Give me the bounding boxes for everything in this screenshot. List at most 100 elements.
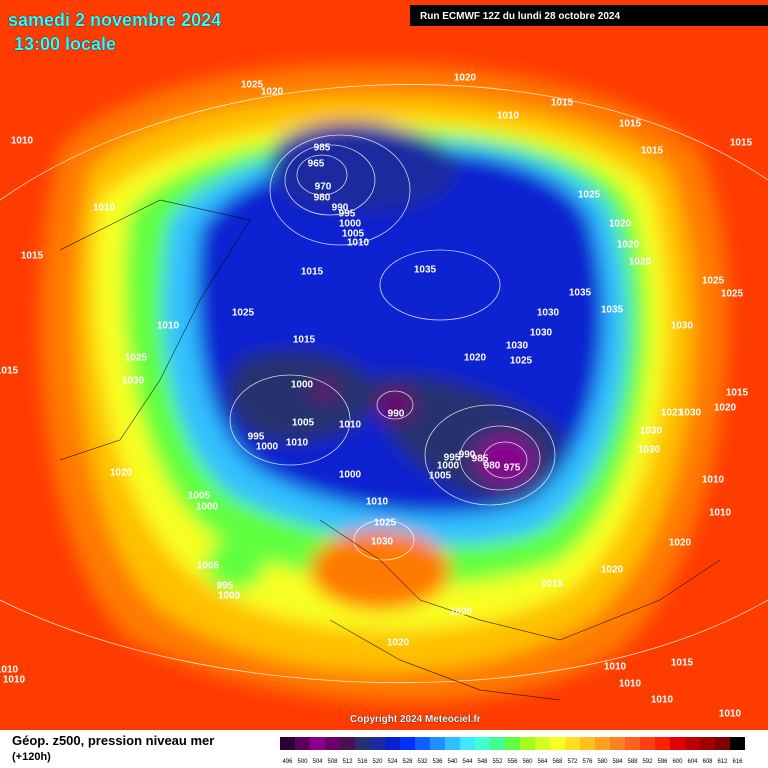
isobar-label: 1035 (569, 288, 592, 299)
isobar-label: 1025 (702, 276, 725, 287)
isobar-label: 995 (339, 209, 356, 220)
colorbar-swatch (625, 737, 640, 750)
isobar-label: 1030 (530, 328, 553, 339)
colorbar-label: 540 (447, 759, 458, 765)
isobar-label: 1025 (232, 308, 255, 319)
colorbar-swatch (640, 737, 655, 750)
isobar-label: 1010 (366, 497, 389, 508)
colorbar-swatch (430, 737, 445, 750)
isobar-label: 1000 (339, 470, 362, 481)
isobar-label: 1010 (286, 438, 309, 449)
colorbar-label: 612 (717, 759, 728, 765)
isobar-label: 1015 (619, 119, 642, 130)
isobar-label: 1030 (371, 537, 394, 548)
isobar-label: 1020 (669, 538, 692, 549)
colorbar-swatch (550, 737, 565, 750)
isobar-label: 1030 (122, 376, 145, 387)
isobar-label: 1020 (617, 240, 640, 251)
isobar-label: 1000 (196, 502, 219, 513)
colorbar-label: 600 (672, 759, 683, 765)
colorbar: 496 500 504 508 512 516 520 524 528 532 536 540 544 5… (280, 737, 745, 765)
isobar-label: 1030 (640, 426, 663, 437)
isobar-label: 1010 (619, 679, 642, 690)
isobar-label: 990 (459, 450, 476, 461)
isobar-label: 1020 (629, 257, 652, 268)
colorbar-label: 592 (642, 759, 653, 765)
isobar-label: 1005 (197, 561, 220, 572)
z500-field (40, 63, 729, 703)
colorbar-swatch (520, 737, 535, 750)
colorbar-swatch (475, 737, 490, 750)
isobar-label: 1020 (609, 219, 632, 230)
isobar-label: 1020 (110, 468, 133, 479)
colorbar-label: 560 (522, 759, 533, 765)
isobar-label: 1000 (218, 591, 241, 602)
run-info: Run ECMWF 12Z du lundi 28 octobre 2024 (420, 11, 620, 22)
colorbar-label: 524 (387, 759, 398, 765)
isobar-label: 1020 (261, 87, 284, 98)
run-box (410, 5, 768, 26)
colorbar-swatch (490, 737, 505, 750)
field-name: Géop. z500, pression niveau mer (12, 733, 214, 748)
colorbar-swatch (535, 737, 550, 750)
colorbar-swatch (415, 737, 430, 750)
isobar-label: 1010 (11, 136, 34, 147)
isobar-label: 1015 (551, 98, 574, 109)
isobar-label: 1015 (726, 388, 749, 399)
colorbar-label: 516 (357, 759, 368, 765)
isobar-label: 1010 (0, 665, 19, 676)
isobar-label: 1030 (537, 308, 560, 319)
colorbar-swatch (700, 737, 715, 750)
isobar-label: 1025 (125, 353, 148, 364)
lead-time: (+120h) (12, 751, 51, 763)
colorbar-swatch (670, 737, 685, 750)
isobar-label: 1000 (256, 442, 279, 453)
colorbar-label: 596 (657, 759, 668, 765)
colorbar-swatch (610, 737, 625, 750)
colorbar-label: 520 (372, 759, 383, 765)
colorbar-label: 544 (462, 759, 473, 765)
colorbar-swatch (595, 737, 610, 750)
colorbar-label: 528 (402, 759, 413, 765)
isobar-label: 1005 (429, 471, 452, 482)
isobar-label: 995 (444, 453, 461, 464)
isobar-label: 1020 (387, 638, 410, 649)
isobar-label: 1020 (601, 565, 624, 576)
date: samedi 2 novembre 2024 (8, 10, 221, 30)
isobar-label: 1010 (497, 111, 520, 122)
isobar-label: 965 (308, 159, 325, 170)
isobar-label: 970 (315, 182, 332, 193)
isobar-label: 995 (248, 432, 265, 443)
isobar-label: 980 (484, 461, 501, 472)
isobar-label: 990 (388, 409, 405, 420)
isobar-label: 980 (314, 193, 331, 204)
isobar-label: 1015 (671, 658, 694, 669)
colorbar-swatch (730, 737, 745, 750)
colorbar-label: 552 (492, 759, 503, 765)
isobar-label: 1005 (292, 418, 315, 429)
colorbar-swatch (565, 737, 580, 750)
colorbar-swatch (445, 737, 460, 750)
isobar-label: 1025 (241, 80, 264, 91)
colorbar-label: 580 (597, 759, 608, 765)
isobar-label: 1025 (374, 518, 397, 529)
colorbar-swatch (310, 737, 325, 750)
colorbar-label: 568 (552, 759, 563, 765)
isobar-label: 1025 (721, 289, 744, 300)
time: 13:00 locale (14, 34, 116, 54)
isobar-label: 1021 (661, 408, 684, 419)
isobar-label: 1010 (3, 675, 26, 686)
colorbar-label: 500 (297, 759, 308, 765)
colorbar-swatch (685, 737, 700, 750)
colorbar-label: 508 (327, 759, 338, 765)
colorbar-swatch (655, 737, 670, 750)
isobar-label: 1010 (709, 508, 732, 519)
colorbar-label: 536 (432, 759, 443, 765)
isobar-label: 1030 (679, 408, 702, 419)
isobar-label: 1005 (188, 491, 211, 502)
isobars (0, 84, 768, 684)
colorbar-swatch (340, 737, 355, 750)
isobar-label: 1015 (301, 267, 324, 278)
colorbar-label: 512 (342, 759, 353, 765)
